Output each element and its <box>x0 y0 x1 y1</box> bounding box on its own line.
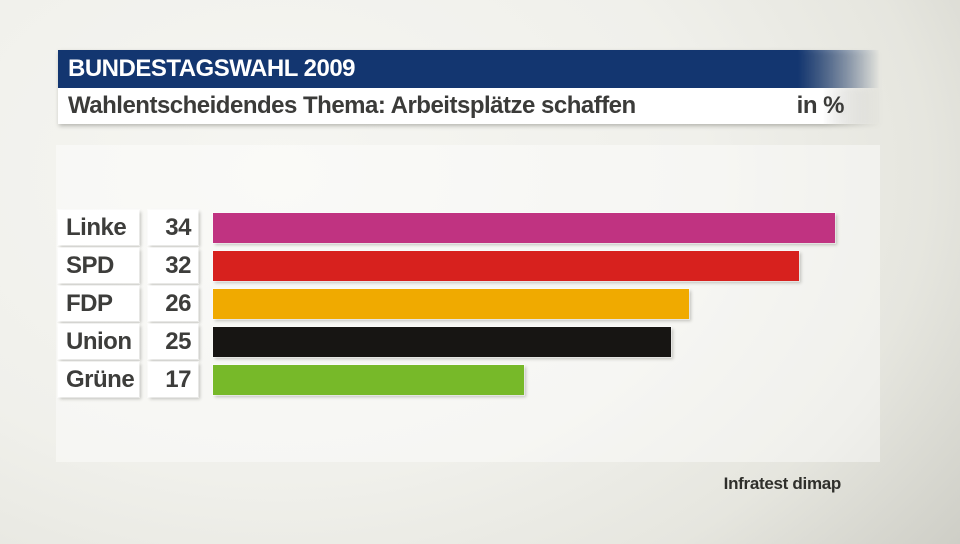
party-value: 17 <box>148 362 198 397</box>
party-label: Union <box>58 324 139 359</box>
subtitle-band: Wahlentscheidendes Thema: Arbeitsplätze … <box>58 88 880 124</box>
party-label: FDP <box>58 286 139 321</box>
chart-rows: Linke 34 SPD 32 FDP 26 Union 25 Grüne 17 <box>58 210 918 410</box>
source-label: Infratest dimap <box>723 474 842 493</box>
party-value: 26 <box>148 286 198 321</box>
page-title: BUNDESTAGSWAHL 2009 <box>58 50 880 88</box>
chart-row-spd: SPD 32 <box>58 248 918 283</box>
chart-subtitle: Wahlentscheidendes Thema: Arbeitsplätze … <box>68 92 636 119</box>
party-value: 34 <box>148 210 198 245</box>
chart-row-fdp: FDP 26 <box>58 286 918 321</box>
party-bar <box>213 327 671 357</box>
chart-row-grne: Grüne 17 <box>58 362 918 397</box>
party-bar <box>213 289 689 319</box>
party-bar <box>213 251 799 281</box>
header: BUNDESTAGSWAHL 2009 Wahlentscheidendes T… <box>58 50 880 124</box>
party-label: Grüne <box>58 362 139 397</box>
party-bar <box>213 213 835 243</box>
party-label: Linke <box>58 210 139 245</box>
chart-row-union: Union 25 <box>58 324 918 359</box>
party-bar <box>213 365 524 395</box>
party-label: SPD <box>58 248 139 283</box>
chart-row-linke: Linke 34 <box>58 210 918 245</box>
unit-label: in % <box>796 92 845 119</box>
party-value: 32 <box>148 248 198 283</box>
party-value: 25 <box>148 324 198 359</box>
